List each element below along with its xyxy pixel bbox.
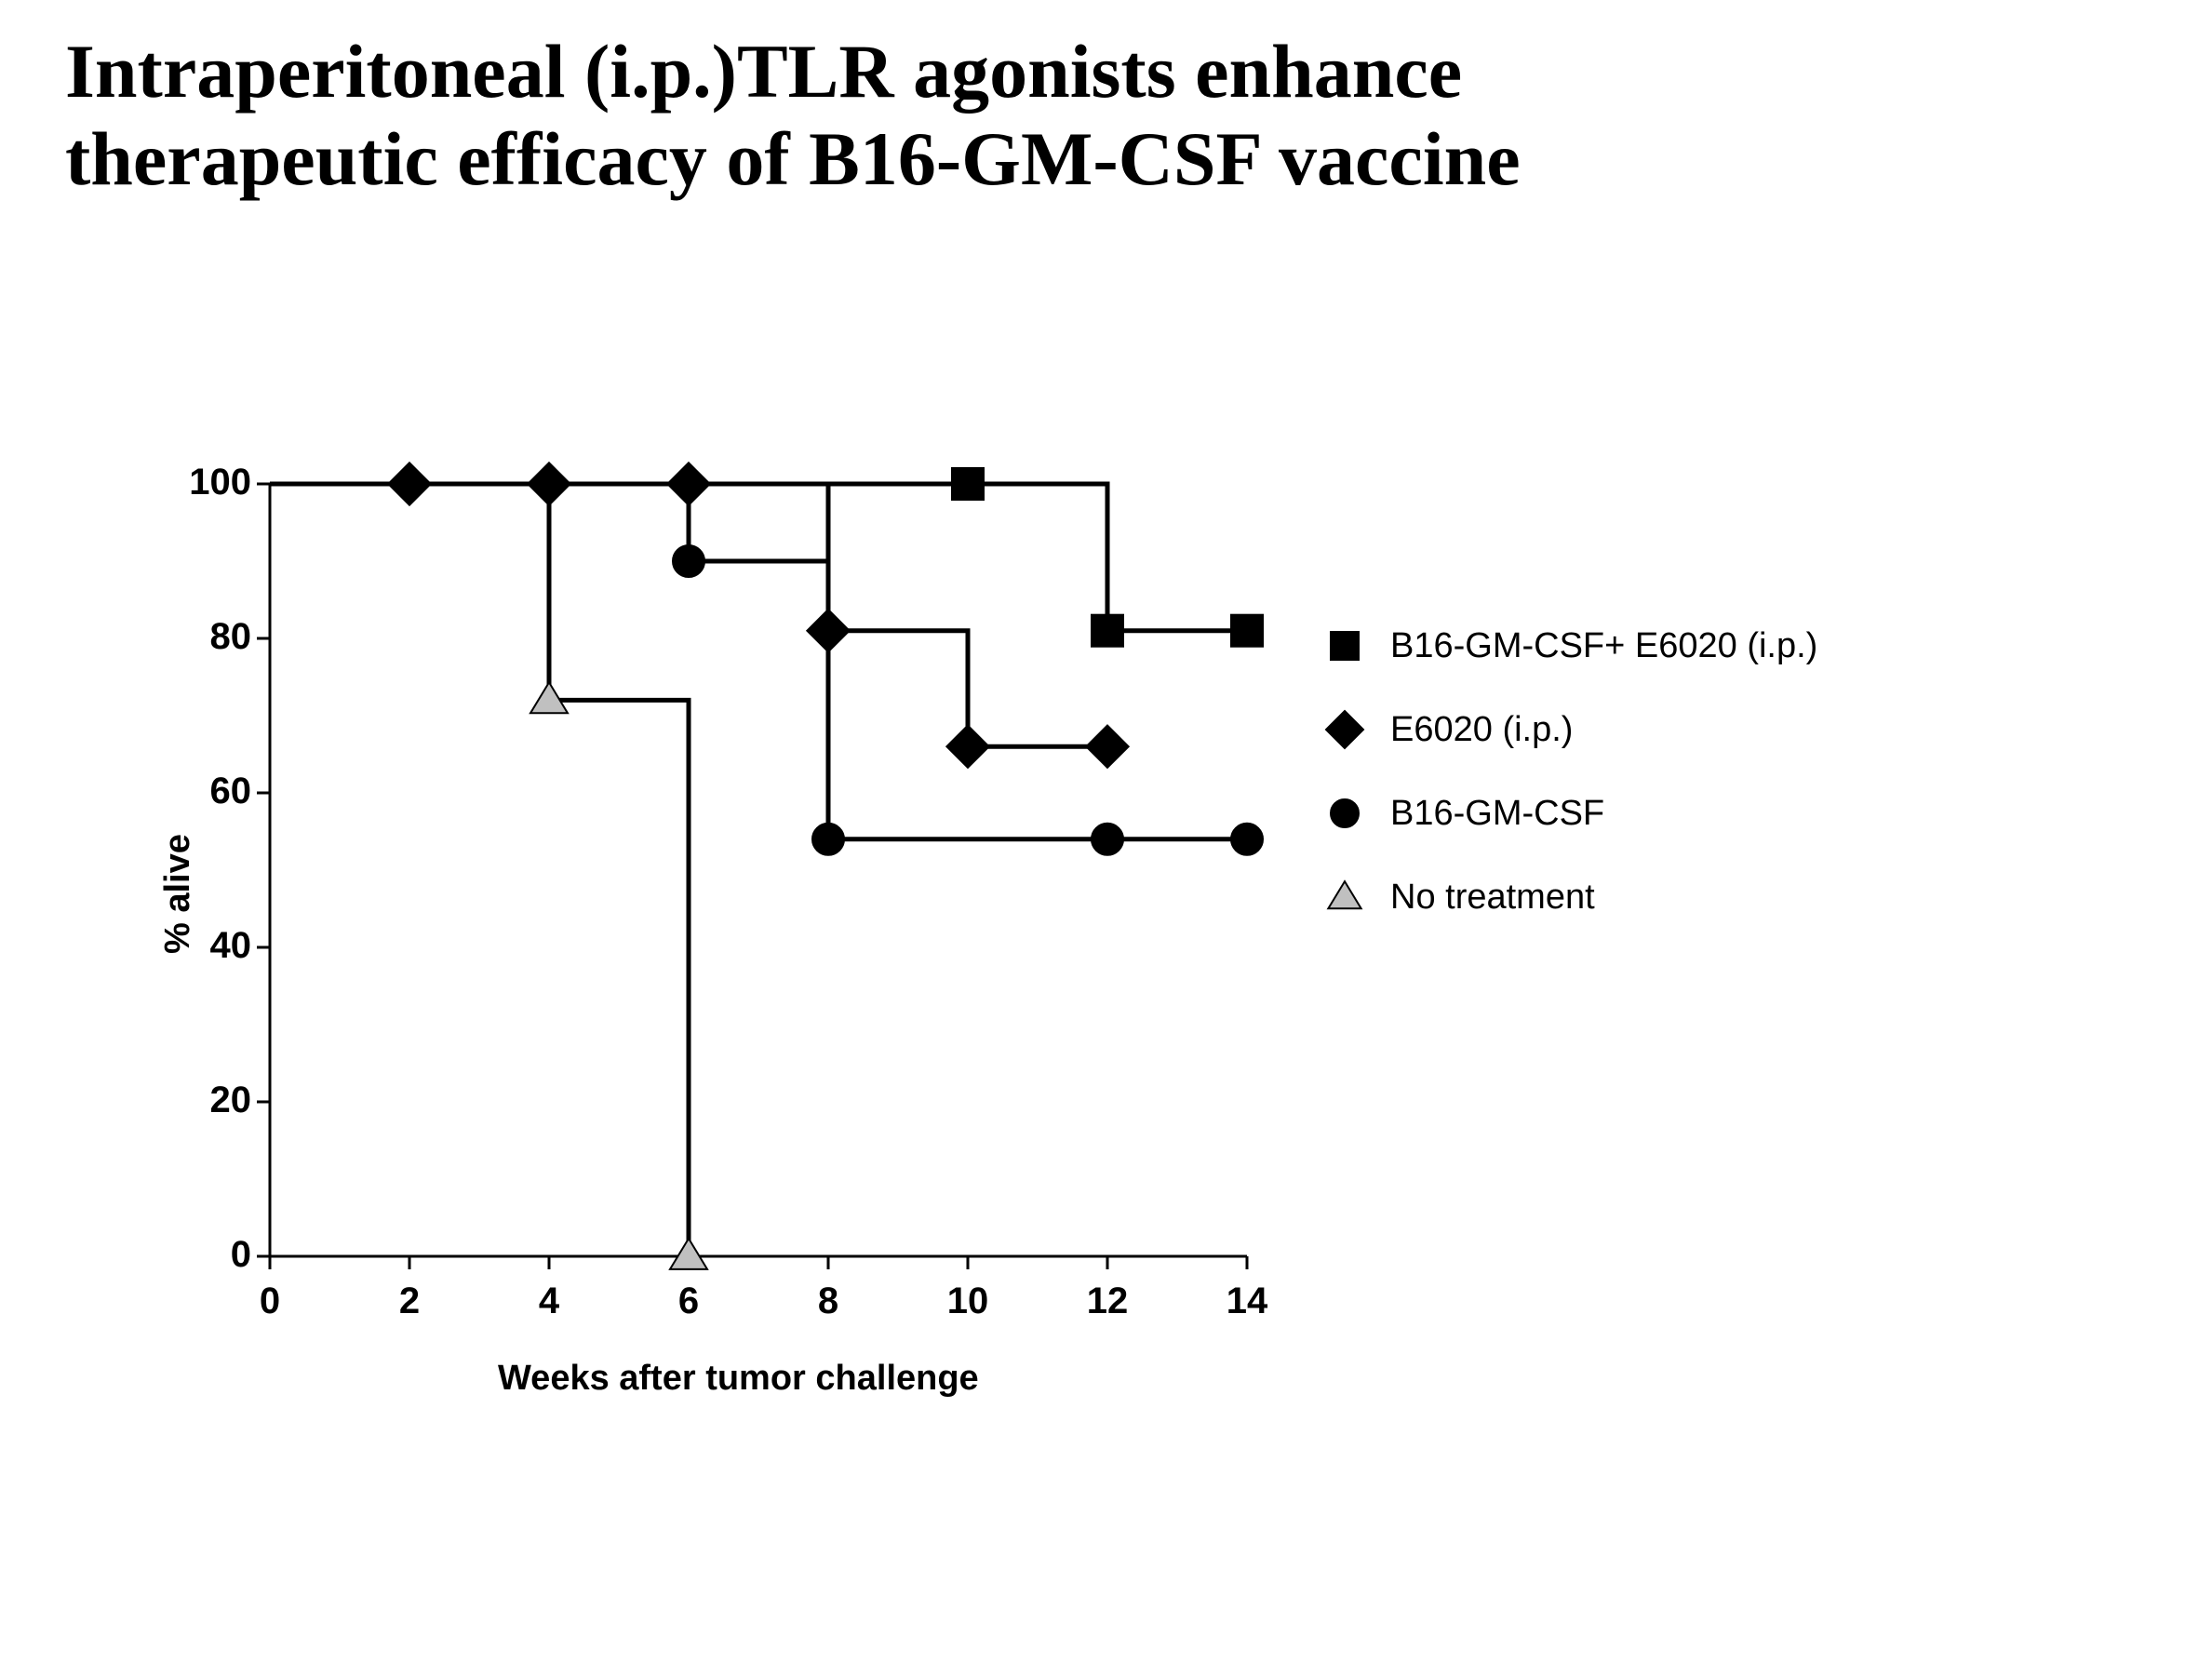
title-line-1: Intraperitoneal (i.p.)TLR agonists enhan…: [65, 28, 1926, 115]
chart-svg: [149, 456, 1275, 1312]
legend-label: E6020 (i.p.): [1390, 710, 1573, 750]
legend-item: No treatment: [1321, 874, 1817, 920]
y-tick-label: 100: [149, 462, 251, 503]
legend: B16-GM-CSF+ E6020 (i.p.) E6020 (i.p.) B16-…: [1321, 623, 1817, 958]
x-tick-label: 2: [372, 1280, 447, 1322]
y-tick-label: 60: [149, 771, 251, 812]
y-tick-label: 20: [149, 1079, 251, 1121]
legend-label: B16-GM-CSF+ E6020 (i.p.): [1390, 626, 1817, 666]
x-tick-label: 6: [651, 1280, 726, 1322]
survival-chart: [149, 456, 1275, 1317]
title-line-2: therapeutic efficacy of B16-GM-CSF vacci…: [65, 115, 1926, 203]
x-tick-label: 4: [512, 1280, 586, 1322]
legend-item: E6020 (i.p.): [1321, 706, 1817, 753]
x-tick-label: 12: [1070, 1280, 1145, 1322]
x-tick-label: 8: [791, 1280, 865, 1322]
page-title: Intraperitoneal (i.p.)TLR agonists enhan…: [65, 28, 1926, 204]
x-tick-label: 10: [931, 1280, 1005, 1322]
legend-marker-icon: [1321, 623, 1368, 669]
y-tick-label: 40: [149, 925, 251, 967]
legend-item: B16-GM-CSF+ E6020 (i.p.): [1321, 623, 1817, 669]
legend-label: B16-GM-CSF: [1390, 794, 1604, 834]
legend-marker-icon: [1321, 790, 1368, 837]
x-tick-label: 0: [233, 1280, 307, 1322]
legend-marker-icon: [1321, 706, 1368, 753]
x-tick-label: 14: [1210, 1280, 1284, 1322]
y-tick-label: 0: [149, 1234, 251, 1276]
legend-item: B16-GM-CSF: [1321, 790, 1817, 837]
page: Intraperitoneal (i.p.)TLR agonists enhan…: [0, 0, 2212, 1676]
x-axis-label: Weeks after tumor challenge: [498, 1359, 979, 1399]
legend-marker-icon: [1321, 874, 1368, 920]
legend-label: No treatment: [1390, 878, 1595, 918]
y-tick-label: 80: [149, 616, 251, 658]
